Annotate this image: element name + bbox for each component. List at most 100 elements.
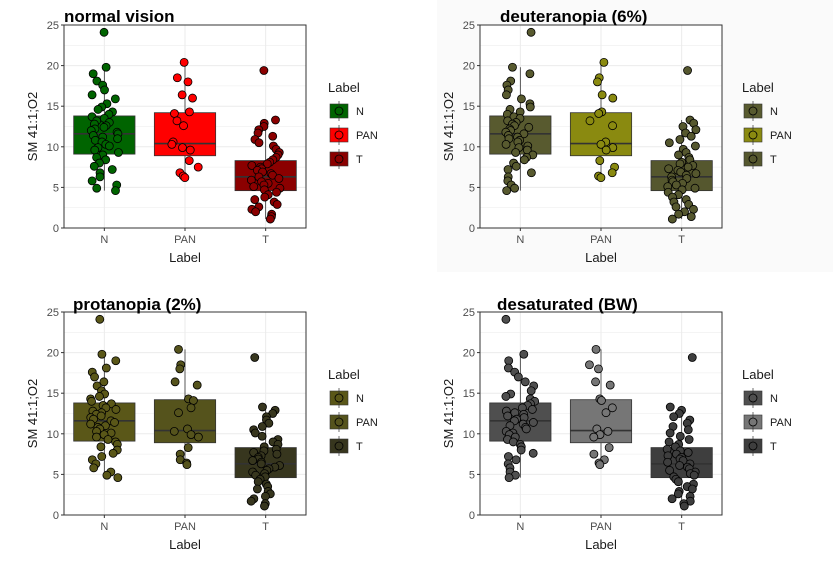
points-PAN — [167, 57, 203, 183]
data-point — [185, 145, 195, 155]
data-point — [686, 131, 696, 141]
data-point — [521, 424, 531, 434]
y-axis: 0 5 10 15 20 25 — [47, 20, 64, 235]
data-point — [683, 448, 693, 457]
data-point — [259, 66, 269, 75]
legend-point — [334, 441, 344, 451]
data-point — [108, 448, 118, 458]
legend-key-N — [329, 101, 349, 121]
data-point — [597, 396, 606, 405]
y-tick-label: 15 — [463, 388, 475, 400]
y-axis-title: SM 41:1;O2 — [25, 92, 40, 161]
y-tick-label: 20 — [47, 348, 59, 360]
data-point — [258, 402, 267, 412]
data-point — [665, 465, 674, 475]
data-point — [675, 431, 685, 441]
data-point — [501, 139, 511, 149]
data-point — [186, 403, 196, 413]
data-point — [665, 428, 675, 438]
data-point — [589, 432, 599, 442]
x-axis: N PAN T — [100, 228, 269, 246]
data-point — [691, 169, 701, 178]
data-point — [92, 432, 101, 442]
data-point — [111, 405, 121, 414]
data-point — [510, 183, 520, 193]
y-tick-label: 15 — [463, 101, 475, 113]
points-N — [501, 27, 538, 196]
data-point — [110, 94, 120, 104]
data-point — [178, 143, 187, 153]
legend-label: PAN — [356, 417, 378, 429]
x-axis-title: Label — [169, 537, 201, 552]
y-tick-label: 25 — [47, 20, 59, 32]
data-point — [607, 168, 617, 178]
data-point — [597, 90, 607, 100]
legend-label: T — [770, 154, 777, 166]
legend-label: N — [770, 106, 778, 118]
data-point — [508, 62, 517, 72]
points-PAN — [585, 344, 617, 470]
data-point — [608, 93, 618, 103]
data-point — [689, 470, 699, 480]
data-point — [502, 90, 511, 100]
x-axis: N PAN T — [516, 228, 685, 246]
data-point — [86, 419, 96, 429]
data-point — [177, 90, 187, 100]
data-point — [170, 377, 180, 387]
data-point — [182, 460, 192, 470]
data-point — [89, 161, 99, 171]
data-point — [101, 363, 111, 373]
data-point — [88, 69, 98, 79]
data-point — [99, 122, 109, 132]
legend-key-PAN — [743, 125, 763, 145]
data-point — [184, 156, 194, 166]
legend-label: N — [770, 393, 778, 405]
data-point — [104, 141, 114, 151]
data-point — [172, 116, 182, 126]
data-point — [596, 173, 606, 183]
data-point — [528, 448, 538, 458]
data-point — [591, 377, 600, 387]
data-point — [502, 186, 512, 196]
legend-label: PAN — [770, 417, 792, 429]
data-point — [246, 496, 256, 506]
data-point — [664, 138, 674, 148]
legend-point — [334, 154, 344, 164]
data-point — [186, 430, 196, 440]
y-tick-label: 0 — [469, 510, 475, 522]
data-point — [687, 484, 697, 494]
legend-point — [748, 130, 758, 140]
y-tick-label: 25 — [463, 307, 475, 319]
panel-title: desaturated (BW) — [497, 295, 638, 314]
data-point — [251, 207, 261, 217]
data-point — [689, 204, 698, 214]
legend-point — [334, 106, 344, 116]
points-T — [246, 353, 284, 511]
data-point — [674, 209, 684, 219]
legend-key-N — [743, 101, 763, 121]
y-tick-label: 20 — [47, 61, 59, 73]
data-point — [183, 77, 193, 87]
box-PAN — [153, 57, 217, 183]
legend-key-T — [329, 149, 349, 169]
data-point — [272, 200, 282, 209]
panel-1: 0 5 10 15 20 25 N PAN T Label SM 41:1;O2 deuteranop… — [437, 0, 833, 272]
data-point — [608, 121, 617, 131]
data-point — [111, 186, 120, 196]
legend-title: Label — [742, 80, 774, 95]
data-point — [503, 411, 513, 421]
data-point — [595, 460, 605, 470]
box-PAN — [569, 344, 633, 470]
points-T — [662, 353, 700, 511]
data-point — [687, 353, 697, 362]
data-point — [95, 392, 104, 401]
legend-title: Label — [328, 367, 360, 382]
x-tick-label: PAN — [590, 521, 612, 533]
data-point — [114, 148, 123, 157]
y-tick-label: 25 — [463, 20, 475, 32]
legend-label: T — [356, 154, 363, 166]
x-tick-label: N — [516, 521, 524, 533]
data-point — [250, 195, 260, 204]
data-point — [194, 432, 203, 442]
